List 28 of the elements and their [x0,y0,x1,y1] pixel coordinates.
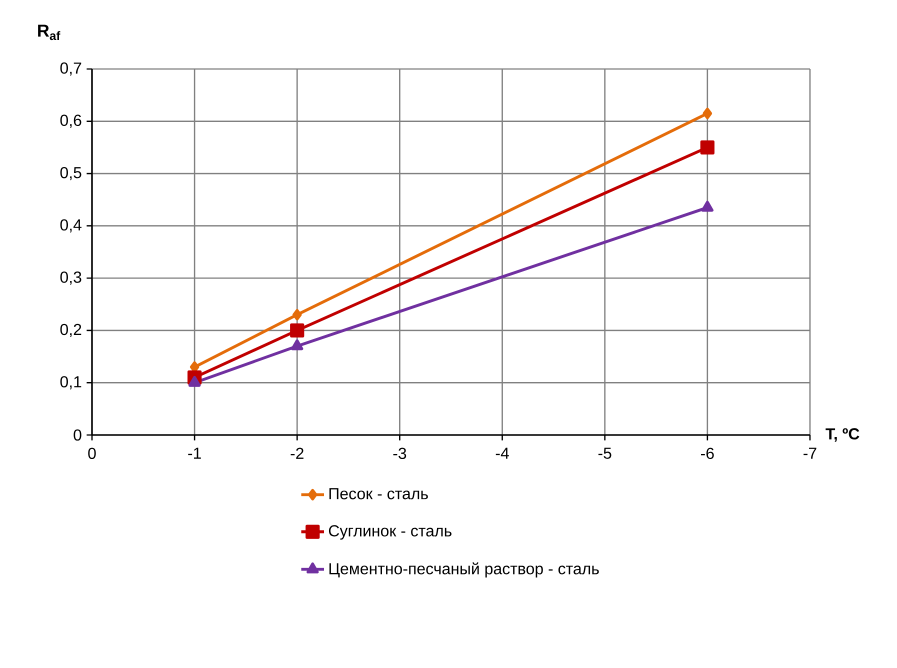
y-axis-title: R$_{af}$ [38,24,60,40]
y-tick-label: 0,4 [60,219,82,232]
point [188,376,201,387]
x-tick-label: -3 [393,448,406,460]
x-axis-title: T, ºC [826,428,860,442]
x-tick-label: -5 [598,448,612,459]
legend-label: Цементно-песчаный раствор - сталь [329,562,599,578]
x-tick-label: -7 [804,448,816,459]
y-tick-label: 0 [74,429,82,441]
legend-label: Суглинок - сталь [328,525,452,540]
y-tick-label: 0,5 [60,166,82,180]
point [291,339,304,350]
x-tick-label: -1 [188,448,201,459]
point [290,323,304,338]
x-tick-label: 0 [88,448,96,460]
legend-label: Песок - сталь [329,488,428,500]
x-tick-label: -2 [290,448,304,459]
point [700,140,714,154]
y-tick-label: 0,1 [60,376,82,390]
y-tick-label: 0,6 [60,114,82,128]
y-tick-label: 0,3 [60,272,82,285]
x-tick-label: -4 [496,448,509,459]
x-tick-label: -6 [701,448,714,460]
point [702,108,712,120]
y-tick-label: 0,7 [60,62,82,76]
y-tick-label: 0,2 [60,324,82,338]
point [292,309,302,320]
point [701,200,714,212]
